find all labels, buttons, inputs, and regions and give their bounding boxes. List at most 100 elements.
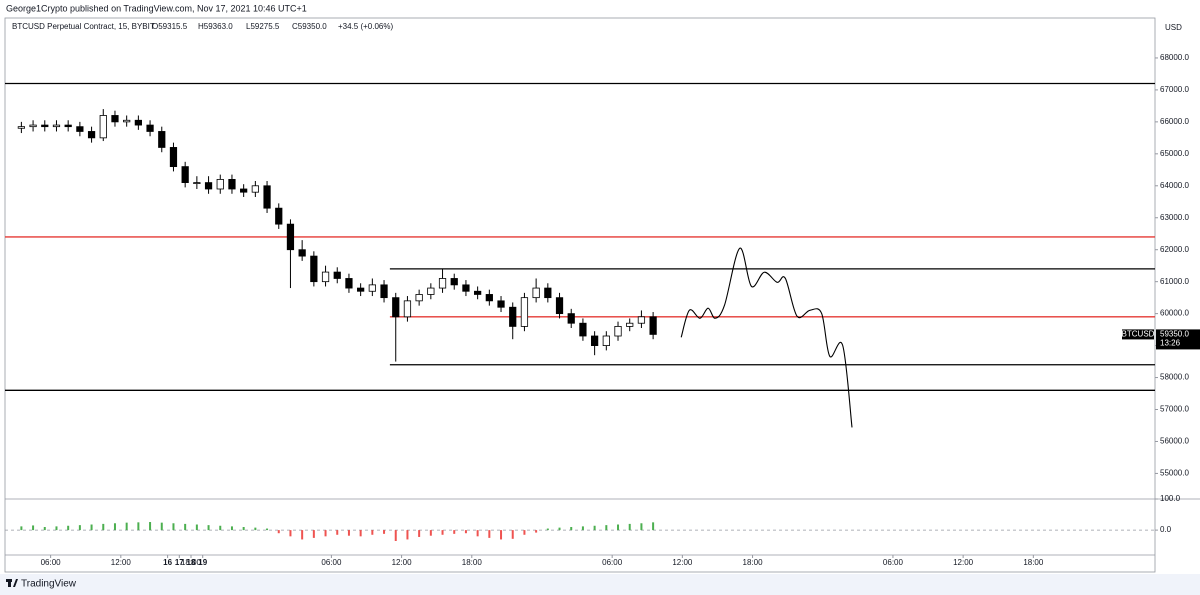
x-tick-label: 18:00 bbox=[743, 558, 764, 567]
volume-bar bbox=[336, 530, 339, 535]
volume-bar bbox=[55, 526, 58, 531]
candle-body bbox=[181, 166, 189, 183]
volume-bar bbox=[20, 526, 23, 531]
volume-bar bbox=[605, 525, 608, 531]
candle-body bbox=[474, 290, 482, 295]
volume-bar bbox=[500, 530, 503, 540]
candle-body bbox=[438, 278, 447, 289]
volume-bar bbox=[125, 522, 128, 531]
x-tick-label: 12:00 bbox=[672, 558, 693, 567]
y-tick-label: 65000.0 bbox=[1160, 149, 1189, 158]
candle-body bbox=[123, 119, 131, 123]
volume-bar bbox=[581, 526, 584, 531]
x-tick-label: 18:00 bbox=[1023, 558, 1044, 567]
volume-bar bbox=[102, 523, 105, 531]
volume-bar bbox=[242, 527, 245, 531]
candle-body bbox=[345, 278, 353, 289]
y-tick-label: 56000.0 bbox=[1160, 437, 1189, 446]
volume-bar bbox=[254, 527, 257, 531]
y-tick-label: 68000.0 bbox=[1160, 53, 1189, 62]
x-tick-label: 18 bbox=[187, 558, 196, 567]
y-tick-label: 66000.0 bbox=[1160, 117, 1189, 126]
volume-bar bbox=[464, 530, 467, 534]
ohlc-label: C59350.0 bbox=[292, 22, 327, 31]
frame bbox=[4, 17, 1156, 573]
volume-bar bbox=[289, 530, 292, 537]
vol-tick-label: 100.0 bbox=[1160, 494, 1181, 503]
projection-path bbox=[680, 247, 853, 428]
candle-body bbox=[286, 223, 295, 251]
candle-body bbox=[626, 322, 634, 327]
candle-body bbox=[380, 284, 388, 299]
volume-bar bbox=[78, 525, 81, 531]
candle-body bbox=[567, 313, 575, 324]
volume-bar bbox=[511, 530, 514, 539]
y-tick-label: 64000.0 bbox=[1160, 181, 1189, 190]
x-tick-label: 06:00 bbox=[321, 558, 342, 567]
volume-bar bbox=[488, 530, 491, 538]
volume-bar bbox=[441, 530, 444, 535]
volume-bar bbox=[453, 530, 456, 534]
volume-bar bbox=[383, 530, 386, 534]
volume-bar bbox=[640, 523, 643, 531]
candle-body bbox=[520, 297, 529, 327]
candle-body bbox=[111, 115, 119, 123]
candle-body bbox=[204, 182, 213, 190]
volume-bar bbox=[312, 530, 315, 538]
ohlc-label: H59363.0 bbox=[198, 22, 233, 31]
x-tick-label: 19 bbox=[198, 558, 207, 567]
volume-bar bbox=[347, 530, 350, 536]
candle-body bbox=[321, 271, 330, 283]
x-tick-label: 06:00 bbox=[41, 558, 62, 567]
symbol-label: BTCUSD bbox=[1122, 330, 1155, 339]
tv-logo bbox=[6, 579, 18, 587]
candle-body bbox=[87, 131, 96, 139]
volume-bar bbox=[160, 522, 163, 531]
footer-brand: TradingView bbox=[21, 579, 77, 590]
volume-bar bbox=[546, 528, 549, 531]
candle-body bbox=[614, 326, 622, 337]
candle-body bbox=[310, 255, 318, 283]
volume-bar bbox=[617, 524, 620, 531]
ohlc-label: O59315.5 bbox=[152, 22, 188, 31]
x-tick-label: 06:00 bbox=[602, 558, 623, 567]
volume-bar bbox=[476, 530, 479, 537]
y-tick-label: 62000.0 bbox=[1160, 245, 1189, 254]
x-tick-label: 06:00 bbox=[883, 558, 904, 567]
y-tick-label: 60000.0 bbox=[1160, 309, 1189, 318]
candle-body bbox=[544, 287, 552, 299]
volume-bar bbox=[359, 530, 362, 537]
candle-body bbox=[637, 316, 646, 324]
volume-bar bbox=[277, 530, 280, 534]
candle-body bbox=[29, 124, 37, 128]
volume-bar bbox=[67, 525, 70, 531]
volume-bar bbox=[535, 530, 538, 533]
volume-bar bbox=[43, 527, 46, 531]
x-tick-label: 12:00 bbox=[392, 558, 413, 567]
candle-body bbox=[64, 124, 72, 128]
candle-body bbox=[169, 147, 178, 168]
volume-bar bbox=[301, 530, 304, 540]
y-tick-label: 55000.0 bbox=[1160, 469, 1189, 478]
x-tick-label: 18:00 bbox=[462, 558, 483, 567]
volume-bar bbox=[593, 525, 596, 531]
volume-bar bbox=[184, 523, 187, 531]
countdown: 13:26 bbox=[1160, 339, 1181, 348]
volume-bar bbox=[418, 530, 421, 537]
volume-bar bbox=[207, 525, 210, 531]
vol-tick-label: 0.0 bbox=[1160, 525, 1172, 534]
candle-body bbox=[240, 188, 248, 193]
volume-bar bbox=[172, 523, 175, 531]
y-tick-label: 63000.0 bbox=[1160, 213, 1189, 222]
y-tick-label: 58000.0 bbox=[1160, 373, 1189, 382]
volume-bar bbox=[652, 522, 655, 531]
candle-body bbox=[649, 316, 657, 335]
volume-bar bbox=[406, 530, 409, 540]
volume-bar bbox=[558, 527, 561, 531]
candle-body bbox=[134, 119, 142, 126]
volume-bar bbox=[324, 530, 327, 537]
candle-body bbox=[497, 300, 505, 308]
candle-body bbox=[275, 207, 283, 225]
